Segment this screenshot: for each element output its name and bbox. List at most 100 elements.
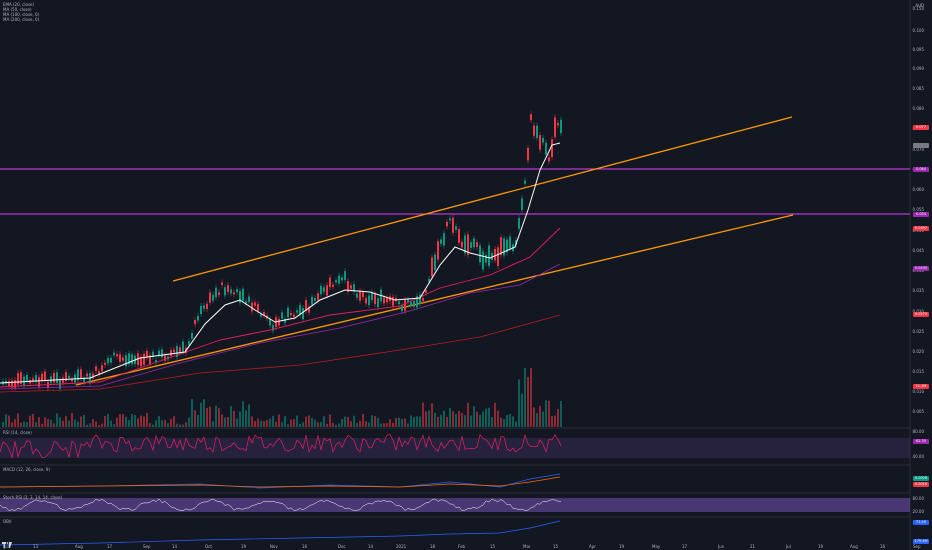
candle [542,137,544,143]
volume-bar [464,415,466,427]
volume-bar [434,412,436,427]
candle [26,375,28,382]
candle [182,341,184,353]
candle [215,287,217,298]
volume-bar [527,377,529,427]
volume-bar [173,416,175,427]
volume-bar [521,393,523,427]
candle [440,239,442,244]
candle [452,217,454,233]
channel-upper[interactable] [172,116,793,282]
volume-bar [146,413,148,427]
volume-bar [401,418,403,427]
volume-bar [314,419,316,427]
candle [29,380,31,384]
candle [371,292,373,300]
volume-bar [242,401,244,427]
volume-bar [416,416,418,427]
candle [173,349,175,353]
candle [530,114,532,121]
candle [344,271,346,281]
candle [368,295,370,306]
candle [233,292,235,295]
volume-bar [494,402,496,427]
candle [197,315,199,321]
candle [161,349,163,358]
volume-bar [47,419,49,427]
date-tick: 17 [682,544,688,549]
candle [416,296,418,308]
volume-bar [368,422,370,427]
candle [548,157,550,162]
volume-bar [509,413,511,427]
price-tag: 72.40 [913,520,929,525]
candle [386,297,388,303]
price-tag: 0.0275 [913,312,929,317]
candle [518,218,520,229]
volume-bar [92,419,94,427]
volume-bar [266,420,268,427]
volume-bar [431,403,433,427]
candle [365,298,367,304]
stoch-k-line [0,498,562,512]
volume-bar [20,422,22,427]
date-tick: Dec [338,544,346,549]
candle [536,125,538,138]
volume-bar [71,413,73,427]
candle [80,369,82,379]
candle [299,304,301,315]
candle [461,241,463,248]
volume-bar [461,412,463,427]
volume-bar [77,421,79,427]
candle [479,245,481,263]
candle [464,235,466,254]
volume-bar [239,411,241,427]
volume-bar [530,368,532,427]
price-tick: 0.015 [912,369,924,374]
candle [338,275,340,284]
volume-bar [62,420,64,427]
volume-bar [473,406,475,427]
candle [95,366,97,371]
candle [407,299,409,303]
volume-bar [182,424,184,427]
candle [359,290,361,301]
volume-bar [344,416,346,427]
volume-bar [470,415,472,427]
candle [473,238,475,248]
price-tick: 0.005 [912,409,924,414]
price-tick: 0.080 [912,106,924,111]
candle [482,251,484,270]
volume-bar [161,420,163,427]
price-tick: 0.150 [912,6,924,11]
price-tick: 0.030 [913,309,924,314]
volume-bar [131,414,133,427]
volume-bar [32,413,34,427]
volume-bar [440,414,442,427]
volume-bar [512,416,514,427]
date-tick: 2021 [396,544,407,549]
volume-bar [26,422,28,427]
volume-bar [539,406,541,427]
candle [467,234,469,255]
volume-bar [53,423,55,427]
volume-bar [113,424,115,427]
candle [14,380,16,388]
volume-bar [158,416,160,427]
candle [8,381,10,386]
price-tick: 0.035 [912,288,924,293]
candle [257,304,259,312]
volume-bar [323,416,325,427]
channel-lower[interactable] [75,214,794,386]
volume-bar [356,422,358,427]
volume-bar [38,417,40,427]
volume-bar [359,420,361,427]
volume-bar [65,416,67,427]
volume-bar [506,414,508,427]
candle [155,360,157,363]
volume-bar [197,414,199,427]
candle [383,297,385,304]
tradingview-logo-icon[interactable] [2,542,12,548]
candle [152,351,154,357]
